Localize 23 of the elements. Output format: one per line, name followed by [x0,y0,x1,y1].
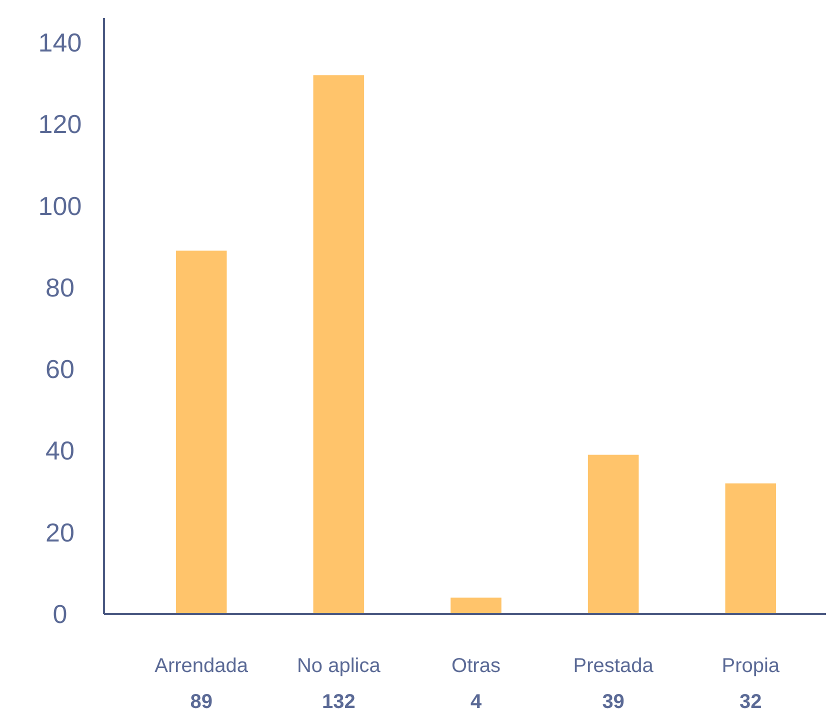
x-tick-label: No aplica [296,655,382,677]
data-label: 39 [602,691,624,711]
y-tick-label: 20 [46,517,74,548]
data-label: 132 [322,691,356,711]
y-tick-label: 100 [38,190,82,221]
y-tick-label: 40 [46,436,74,466]
bar [176,250,227,614]
y-tick-label: 60 [46,354,74,384]
bar [313,75,364,614]
bar [450,598,502,614]
y-tick-label: 80 [46,272,74,302]
x-tick-label: Prestada [573,655,654,677]
data-label: 89 [190,691,212,711]
y-tick-label: 120 [38,109,82,140]
data-label: 32 [740,691,762,711]
bar [588,454,639,614]
x-tick-label: Arrendada [154,655,249,677]
x-tick-label: Propia [722,655,780,677]
y-tick-label: 140 [38,27,82,58]
data-label: 4 [470,691,482,711]
y-tick-label: 0 [52,599,68,629]
x-tick-label: Otras [452,655,500,677]
bar [725,483,776,614]
